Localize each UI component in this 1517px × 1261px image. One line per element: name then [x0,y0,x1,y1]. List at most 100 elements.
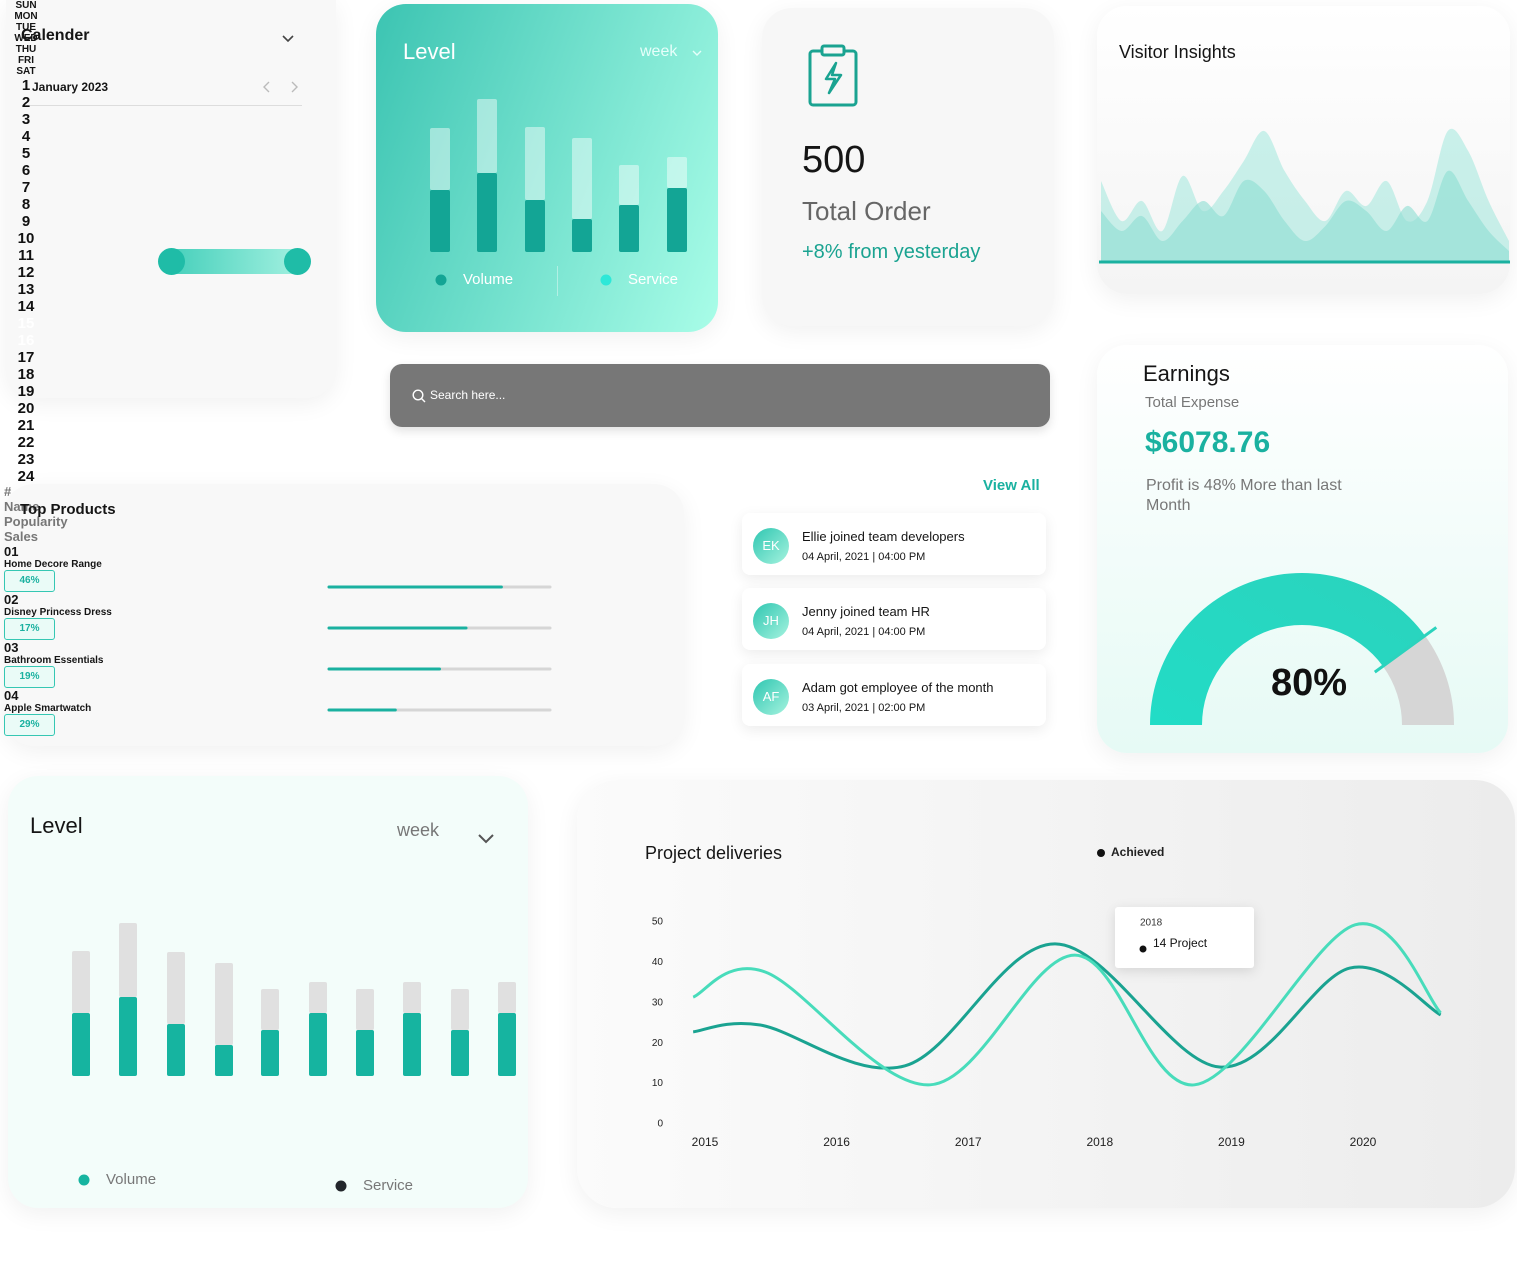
legend-label: Volume [106,1171,156,1188]
table-title: Top Products [20,501,116,518]
gauge-value [1150,573,1425,725]
column-header: Name [4,499,40,514]
order-change: +8% from yesterday [802,241,981,263]
search-placeholder: Search here... [430,388,506,402]
divider [30,105,302,106]
activity-date: 03 April, 2021 | 02:00 PM [802,702,926,714]
calendar-day[interactable]: 6 [21,162,31,179]
earnings-amount: $6078.76 [1145,426,1271,459]
bar-segment [167,1024,185,1076]
dropdown-icon[interactable] [692,50,702,58]
calendar-day[interactable]: 2 [21,94,31,111]
legend-marker [78,1174,90,1186]
calendar-day[interactable]: 17 [17,349,35,366]
area [1101,170,1509,261]
legend-label: Volume [463,271,513,288]
calendar-day[interactable]: 16 [17,332,35,349]
gauge-label: 80% [1271,662,1347,704]
bar-segment [477,99,497,173]
calendar-day[interactable]: 11 [18,247,34,264]
product-name: Home Decore Range [4,559,102,570]
rank: 03 [4,640,19,655]
calendar-day[interactable]: 20 [17,400,35,417]
bar-segment [619,165,639,205]
calendar-day[interactable]: 10 [17,230,35,247]
month-nav[interactable] [262,81,302,93]
gauge: 80% [1150,573,1454,725]
area-chart [1099,128,1510,264]
calendar-day[interactable]: 1 [21,77,31,94]
tooltip-marker [1139,945,1147,953]
bar-chart: Volume Service [430,99,687,288]
calendar-day[interactable]: 5 [21,145,31,162]
calendar-day[interactable]: 7 [21,179,31,196]
bar-segment [167,952,185,1024]
calendar-day[interactable]: 14 [17,298,35,315]
tooltip-text: 14 Project [1153,936,1208,950]
calendar-day[interactable]: 18 [17,366,35,383]
sales-badge: 17% [4,618,55,640]
rank: 04 [4,688,19,703]
bar-segment [72,951,90,1013]
calendar-day[interactable]: 23 [17,451,35,468]
bar-segment [261,1030,279,1076]
calendar-day[interactable]: 8 [21,196,31,213]
calendar-day[interactable]: 13 [17,281,35,298]
x-tick-label: 2018 [1086,1135,1113,1149]
calendar-day[interactable]: 22 [17,434,35,451]
bar-segment [498,982,516,1013]
bar-segment [309,1013,327,1076]
bar-segment [403,982,421,1013]
range-end [284,248,311,275]
period-dropdown[interactable]: week [397,820,440,840]
gauge-pointer [1373,626,1438,674]
bar-segment [119,997,137,1076]
calendar-day[interactable]: 19 [17,383,35,400]
bar-segment [430,190,450,252]
legend-label: Achieved [1111,845,1164,859]
weekday-label: WED [14,33,38,44]
calendar-day[interactable]: 12 [17,264,35,281]
y-tick-label: 10 [652,1078,664,1089]
bar-segment [72,1013,90,1076]
avatar: JH [753,603,789,639]
y-tick-label: 20 [652,1038,664,1049]
calendar-day[interactable]: 24 [17,468,35,485]
period-dropdown[interactable]: week [640,43,678,60]
tooltip-title: 2018 [1140,918,1163,929]
calendar-day[interactable]: 15 [17,315,35,332]
earnings-title: Earnings [1143,361,1230,386]
y-tick-label: 40 [652,957,664,968]
earnings-note: Profit is 48% More than last Month [1146,477,1342,514]
column-header: Popularity [4,514,68,529]
line-series [692,942,1442,1070]
calendar-card: Calender January 2023 SUN MON TUE WED THU FRI… [6,0,336,587]
bar-segment [572,138,592,219]
calendar-month: January 2023 [32,80,109,94]
dropdown-icon[interactable] [478,834,494,844]
weekday-label: FRI [17,55,35,66]
calendar-day[interactable]: 4 [21,128,31,145]
weekday-label: SUN [15,0,37,11]
view-all-link[interactable]: View All [983,477,1040,494]
search-bar[interactable]: Search here... [390,364,1050,427]
dropdown-icon[interactable] [281,34,295,44]
bar-segment [119,923,137,997]
bar-segment [572,219,592,252]
calendar-day[interactable]: 3 [21,111,31,128]
chart-title: Project deliveries [645,843,783,863]
tooltip [1115,907,1254,968]
earnings-subtitle: Total Expense [1145,394,1240,411]
top-products-card: Top Products # Name Popularity Sales 01 Home … [4,484,684,746]
calendar-day[interactable]: 21 [17,417,35,434]
bar-segment [451,1030,469,1076]
bar-segment [667,157,687,188]
level-card: Level week Volume Service [8,776,528,1208]
search-icon [412,389,426,403]
order-count: 500 [802,139,866,181]
legend-marker [600,274,612,286]
bar-segment [619,205,639,252]
project-deliveries-card: Project deliveries 0 10 20 30 40 50 2015 2016 20… [577,780,1515,1208]
product-name: Apple Smartwatch [4,703,92,714]
calendar-day[interactable]: 9 [21,213,31,230]
